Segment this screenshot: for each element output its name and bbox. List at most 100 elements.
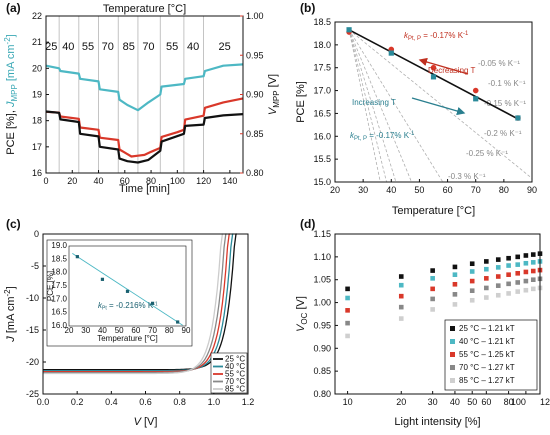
voc-point-series-2 — [430, 286, 435, 292]
y-right-tick-label: 1.00 — [246, 11, 264, 21]
legend-marker — [450, 365, 455, 370]
segment-temp-label: 25 — [218, 41, 230, 53]
inset-x-tick-label: 80 — [165, 326, 174, 335]
voc-point-series-4 — [495, 292, 501, 298]
panel-label-c: (c) — [6, 217, 21, 231]
series-line-PCE — [45, 110, 244, 164]
legend-entry-label: 25 °C — [225, 355, 245, 364]
reference-slope-label: -0.25 % K⁻¹ — [466, 149, 508, 158]
segment-temp-label: 85 — [123, 41, 135, 53]
inset-x-tick-label: 50 — [115, 326, 124, 335]
jv-curve-2 — [43, 233, 231, 373]
panel-c: (c) 0.0 0.2 0.4 0.6 0.8 1.0 1.2 -25 -20 -15 -10 -5 0 V… — [3, 217, 254, 428]
y-left-tick-label: 17 — [32, 142, 42, 152]
legend-entry-label: 55 °C – 1.25 kT — [459, 350, 515, 359]
x-tick-label: 0.2 — [71, 397, 84, 407]
voc-point-series-0 — [523, 253, 529, 258]
reference-slope-line — [348, 29, 397, 183]
reference-slope-label: -0.15 % K⁻¹ — [484, 99, 526, 108]
x-tick-label: 30 — [358, 185, 368, 195]
x-tick-label: 20 — [67, 176, 77, 186]
inset-point — [150, 301, 155, 305]
inset-x-tick-label: 30 — [81, 326, 90, 335]
voc-point-series-2 — [345, 308, 350, 313]
voc-point-series-3 — [452, 292, 458, 297]
reference-slope-line — [348, 29, 412, 183]
y-tick-label: 15.5 — [313, 154, 331, 164]
voc-point-series-1 — [345, 295, 350, 301]
segment-temp-label: 25 — [45, 41, 57, 53]
x-tick-label: 0 — [43, 176, 48, 186]
voc-point-series-4 — [430, 307, 435, 312]
inset-y-tick-label: 17.0 — [51, 294, 67, 303]
voc-point-series-0 — [469, 261, 475, 267]
y-tick-label: -10 — [26, 293, 39, 303]
x-tick-label: 80 — [499, 185, 509, 195]
jv-curve-3 — [43, 233, 227, 374]
voc-point-series-1 — [506, 263, 511, 268]
legend-entry-label: 70 °C – 1.27 kT — [459, 363, 515, 372]
panel-a: (a) Temperature [°C] 25 40 55 70 85 70 55 40 25 0 20… — [3, 1, 281, 195]
jv-curve-0 — [43, 233, 237, 371]
x-tick-label: 50 — [414, 185, 424, 195]
inset-point — [100, 277, 105, 281]
segment-temp-label: 70 — [142, 41, 154, 53]
y-axis-label-b: PCE [%] — [295, 81, 307, 123]
voc-point-series-0 — [530, 252, 536, 257]
y-tick-label: 1.15 — [313, 229, 331, 239]
voc-point-series-3 — [345, 320, 350, 326]
x-tick-label: 40 — [450, 397, 460, 407]
voc-point-series-4 — [452, 302, 458, 307]
y-tick-label: 0.80 — [313, 389, 331, 399]
voc-point-series-0 — [484, 259, 489, 264]
y-tick-label: 18.0 — [313, 40, 331, 50]
x-axis-label-b: Temperature [°C] — [392, 205, 475, 217]
plot-frame-a — [45, 15, 244, 174]
voc-point-series-1 — [495, 265, 501, 270]
y-tick-label: 16.0 — [313, 131, 331, 141]
legend-entry-label: 85 °C – 1.27 kT — [459, 376, 515, 385]
inset-x-tick-label: 60 — [131, 326, 140, 335]
x-tick-label: 80 — [504, 397, 514, 407]
x-tick-label: 30 — [428, 397, 438, 407]
point-increasing-t — [430, 74, 437, 80]
y-left-axis-label: PCE [%], JMPP [mA cm-2] — [3, 34, 19, 154]
inset-x-tick-label: 40 — [98, 326, 107, 335]
x-tick-label: 60 — [443, 185, 453, 195]
y-left-tick-label: 21 — [32, 37, 42, 47]
panel-label-d: (d) — [300, 217, 315, 231]
voc-point-series-0 — [345, 286, 350, 292]
reference-slope-label: -0.3 % K⁻¹ — [448, 172, 486, 181]
reference-slope-label: -0.2 % K⁻¹ — [484, 129, 522, 138]
voc-point-series-0 — [452, 264, 458, 270]
coefficient-increasing: kPt, P = -0.17% K-1 — [350, 131, 415, 142]
y-right-tick-label: 0.85 — [246, 129, 264, 139]
reference-slope-line — [348, 29, 533, 179]
voc-point-series-0 — [506, 255, 511, 261]
legend-entry-label: 70 °C — [225, 377, 245, 386]
voc-point-series-3 — [515, 280, 521, 285]
series-line-J_MPP — [45, 63, 244, 112]
x-tick-label: 0.0 — [37, 397, 50, 407]
voc-point-series-2 — [484, 276, 489, 281]
y-tick-label: -20 — [26, 357, 39, 367]
point-increasing-t — [473, 96, 479, 102]
voc-point-series-1 — [484, 266, 489, 272]
point-increasing-t — [388, 50, 394, 56]
x-tick-label: 80 — [146, 176, 156, 186]
inset-y-tick-label: 18.5 — [51, 254, 67, 263]
voc-point-series-1 — [523, 260, 529, 266]
y-tick-label: 16.5 — [313, 108, 331, 118]
y-tick-label: 0.85 — [313, 366, 331, 376]
x-tick-label: 0.6 — [139, 397, 152, 407]
voc-point-series-2 — [523, 269, 529, 275]
segment-temp-label: 40 — [187, 41, 199, 53]
x-tick-label: 60 — [481, 397, 491, 407]
inset-x-tick-label: 20 — [65, 326, 74, 335]
x-tick-label: 60 — [120, 176, 130, 186]
legend-box-d — [444, 319, 538, 391]
x-tick-label: 120 — [196, 176, 211, 186]
coefficient-decreasing: kPt, P = -0.17% K-1 — [404, 31, 469, 42]
voc-point-series-2 — [452, 281, 458, 287]
